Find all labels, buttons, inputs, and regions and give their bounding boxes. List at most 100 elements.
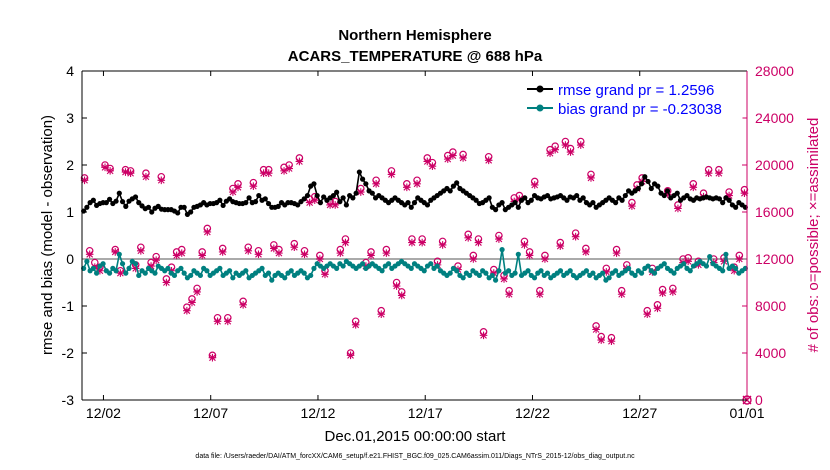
obs-assimilated-point (628, 202, 636, 210)
chart-title: Northern Hemisphere (338, 27, 491, 44)
obs-assimilated-point (106, 167, 114, 175)
rmse-point (217, 197, 223, 203)
ytick-label: -1 (62, 298, 75, 314)
bias-point (454, 268, 460, 274)
bias-point (132, 261, 139, 267)
bias-point (489, 272, 495, 279)
obs-assimilated-point (469, 255, 478, 263)
obs-assimilated-point (208, 353, 217, 362)
obs-assimilated-point (234, 183, 242, 192)
rmse-point (720, 200, 726, 206)
obs-assimilated-point (438, 241, 447, 249)
rmse-point (408, 204, 414, 210)
bias-point (483, 270, 489, 276)
rmse-point (655, 183, 661, 189)
rmse-point (321, 194, 327, 200)
y2tick-label: 12000 (755, 251, 794, 267)
bias-point (671, 270, 677, 276)
rmse-point (317, 200, 324, 206)
bias-point (90, 265, 96, 271)
rmse-point (405, 200, 411, 206)
obs-assimilated-point (387, 170, 396, 179)
xtick-label: 12/12 (300, 405, 335, 421)
obs-assimilated-point (397, 291, 406, 300)
bias-point (661, 261, 667, 267)
rmse-point (674, 190, 680, 196)
obs-assimilated-point (500, 275, 508, 283)
bias-point (84, 258, 90, 264)
obs-assimilated-point (356, 188, 365, 196)
bias-point (152, 270, 158, 276)
obs-assimilated-point (341, 238, 350, 247)
rmse-point (528, 197, 534, 203)
ytick-label: 3 (66, 110, 74, 126)
bias-point (681, 261, 687, 267)
rmse-point (256, 192, 262, 199)
obs-assimilated-point (443, 155, 452, 163)
obs-assimilated-point (382, 249, 391, 257)
rmse-point (106, 196, 113, 202)
rmse-point (334, 189, 340, 195)
bias-point (525, 268, 531, 274)
obs-assimilated-point (612, 249, 621, 257)
bias-point (100, 261, 106, 267)
bias-point (421, 268, 427, 274)
bias-point (531, 275, 538, 281)
y2tick-label: 20000 (755, 157, 794, 173)
bias-point (651, 270, 658, 276)
rmse-point (544, 192, 551, 199)
rmse-point (684, 192, 690, 199)
obs-assimilated-point (597, 336, 606, 344)
rmse-point (246, 195, 252, 201)
obs-assimilated-point (592, 325, 600, 334)
bias-point (311, 265, 317, 271)
obs-assimilated-point (479, 331, 488, 340)
obs-assimilated-point (229, 188, 237, 196)
bias-point (496, 268, 502, 274)
obs-assimilated-point (157, 176, 166, 185)
obs-assimilated-point (459, 154, 467, 162)
rmse-point (642, 174, 648, 180)
obs-assimilated-point (403, 183, 411, 192)
obs-assimilated-point (474, 238, 483, 247)
bias-point (217, 265, 223, 271)
bias-point (282, 275, 288, 281)
rmse-point (116, 190, 122, 196)
obs-assimilated-point (316, 255, 324, 263)
rmse-point (356, 169, 362, 175)
obs-assimilated-point (464, 234, 473, 242)
rmse-point (515, 204, 521, 210)
obs-assimilated-point (520, 241, 529, 249)
obs-assimilated-point (423, 157, 432, 166)
data-file-footnote: data file: /Users/raeder/DAI/ATM_forcXX/… (195, 453, 635, 460)
obs-assimilated-point (505, 290, 513, 299)
xtick-label: 12/27 (622, 405, 657, 421)
obs-assimilated-point (101, 163, 109, 172)
obs-assimilated-point (377, 310, 386, 319)
rmse-point (113, 198, 119, 204)
bias-point (243, 268, 249, 274)
rmse-point (243, 200, 249, 206)
y2tick-label: 0 (755, 392, 763, 408)
y2tick-label: 28000 (755, 63, 794, 79)
obs-assimilated-point (223, 317, 232, 326)
rmse-point (733, 204, 739, 210)
rmse-point (337, 199, 343, 205)
rmse-point (136, 200, 142, 206)
xtick-marks: 12/02 12/07 12/12 12/17 12/22 12/27 01/01 (86, 71, 765, 421)
rmse-point (564, 197, 570, 203)
obs-assimilated-point (561, 141, 570, 149)
bias-point (600, 270, 606, 276)
rmse-point (145, 204, 152, 210)
obs-assimilated-point (280, 167, 288, 175)
legend-rmse-marker (536, 85, 544, 93)
bias-point (632, 272, 638, 279)
ytick-label: 1 (66, 204, 74, 220)
ytick-label: -3 (62, 392, 75, 408)
obs-assimilated-point (489, 269, 498, 277)
xtick-label: 12/17 (408, 405, 443, 421)
obs-assimilated-point (530, 181, 539, 189)
obs-assimilated-point (336, 249, 345, 257)
obs-assimilated-point (551, 145, 559, 154)
obs-assimilated-point (556, 242, 565, 250)
